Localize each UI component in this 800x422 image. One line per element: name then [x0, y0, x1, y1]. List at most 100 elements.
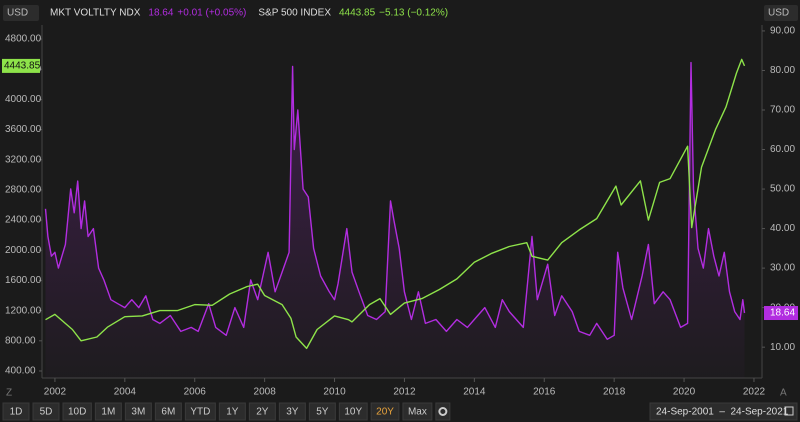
- range-button-bg: [124, 402, 152, 421]
- currency-left-select[interactable]: [3, 5, 39, 21]
- x-tick-label: 2010: [323, 387, 346, 398]
- x-tick-label: 2008: [254, 387, 277, 398]
- range-button-bg: [154, 402, 182, 421]
- series-line: [44, 61, 746, 340]
- range-button[interactable]: 3M: [124, 402, 152, 421]
- y2-tick-label: 50.00: [770, 184, 795, 195]
- date-range-label: 24-Sep-2001 – 24-Sep-2021: [656, 407, 789, 418]
- range-button-bg: [278, 402, 306, 421]
- currency-right: USD: [768, 8, 789, 19]
- range-button-label: 1Y: [226, 407, 239, 418]
- range-button-label: 20Y: [376, 407, 394, 418]
- x-tick-label: 2018: [603, 387, 626, 398]
- y2-tick-label: 60.00: [770, 144, 795, 155]
- last-value-label: 18.64: [770, 308, 795, 319]
- legend-change: +0.01 (+0.05%): [177, 8, 246, 19]
- range-button-bg: [338, 402, 368, 421]
- range-button[interactable]: 1D: [2, 402, 30, 421]
- range-button-bg: [94, 402, 122, 421]
- range-button-label: 3M: [131, 407, 145, 418]
- range-button[interactable]: 2Y: [248, 402, 276, 421]
- x-tick-label: 2020: [673, 387, 696, 398]
- y-tick-label: 800.00: [5, 335, 36, 346]
- last-value-box: [764, 306, 798, 321]
- y2-tick-label: 80.00: [770, 65, 795, 76]
- range-button[interactable]: 1Y: [218, 402, 246, 421]
- y-tick-label: 3200.00: [5, 154, 42, 165]
- range-button-bg: [402, 402, 433, 421]
- range-button-bg: [248, 402, 276, 421]
- range-button[interactable]: 20Y: [370, 402, 400, 421]
- y-tick-label: 1200.00: [5, 305, 42, 316]
- x-tick-label: 2022: [743, 387, 766, 398]
- y-tick-label: 2800.00: [5, 185, 42, 196]
- x-tick-label: 2016: [533, 387, 556, 398]
- y-tick-label: 2400.00: [5, 215, 42, 226]
- currency-left: USD: [7, 8, 28, 19]
- range-button[interactable]: YTD: [184, 402, 216, 421]
- range-button-label: Max: [408, 407, 427, 418]
- legend-name: MKT VOLTLTY NDX: [50, 8, 141, 19]
- range-button-label: 5D: [40, 407, 53, 418]
- legend-name: S&P 500 INDEX: [258, 8, 331, 19]
- range-button-label: 6M: [161, 407, 175, 418]
- date-range[interactable]: 24-Sep-2001 – 24-Sep-2021: [649, 402, 798, 421]
- x-tick-label: 2012: [393, 387, 416, 398]
- x-tick-label: 2004: [114, 387, 137, 398]
- range-button[interactable]: 10Y: [338, 402, 368, 421]
- range-button-label: 1D: [10, 407, 23, 418]
- y2-tick-label: 30.00: [770, 263, 795, 274]
- range-button-bg: [2, 402, 30, 421]
- y-tick-label: 2000.00: [5, 245, 42, 256]
- range-button-label: YTD: [190, 407, 210, 418]
- last-value-label: 4443.85: [4, 61, 41, 72]
- y-tick-label: 3600.00: [5, 124, 42, 135]
- y2-tick-label: 70.00: [770, 105, 795, 116]
- currency-right-select[interactable]: [764, 5, 798, 21]
- area-fill: [45, 62, 745, 378]
- range-button[interactable]: 1M: [94, 402, 122, 421]
- series-line: [45, 58, 746, 350]
- range-button-label: 10D: [68, 407, 86, 418]
- y2-tick-label: 10.00: [770, 342, 795, 353]
- legend-change: −5.13 (−0.12%): [379, 8, 448, 19]
- range-button-bg: [370, 402, 400, 421]
- x-tick-label: 2006: [184, 387, 207, 398]
- x-tick-label: 2002: [44, 387, 67, 398]
- range-button-label: 10Y: [344, 407, 362, 418]
- y2-tick-label: 90.00: [770, 26, 795, 37]
- range-button-label: 1M: [101, 407, 115, 418]
- range-button-bg: [32, 402, 60, 421]
- corner-left: Z: [6, 388, 12, 399]
- range-button[interactable]: 6M: [154, 402, 182, 421]
- legend-value: 4443.85: [339, 8, 376, 19]
- legend-value: 18.64: [148, 8, 173, 19]
- last-value-box: [2, 58, 40, 73]
- corner-right: A: [780, 388, 787, 399]
- y-tick-label: 4000.00: [5, 94, 42, 105]
- y-tick-label: 400.00: [5, 366, 36, 377]
- range-button-bg: [184, 402, 216, 421]
- y-tick-label: 4800.00: [5, 34, 42, 45]
- y2-tick-label: 40.00: [770, 223, 795, 234]
- date-range-bg: [649, 402, 798, 421]
- calendar-icon: [784, 406, 794, 416]
- range-button-label: 5Y: [316, 407, 329, 418]
- x-tick-label: 2014: [463, 387, 486, 398]
- range-button[interactable]: 5D: [32, 402, 60, 421]
- range-button[interactable]: Max: [402, 402, 433, 421]
- range-button-label: 3Y: [286, 407, 299, 418]
- range-button-bg: [62, 402, 92, 421]
- settings-icon: [438, 407, 448, 416]
- range-button-bg: [308, 402, 336, 421]
- range-button-bg: [218, 402, 246, 421]
- range-button-label: 2Y: [256, 407, 269, 418]
- y-tick-label: 1600.00: [5, 275, 42, 286]
- settings-button[interactable]: [435, 402, 451, 421]
- range-button[interactable]: 3Y: [278, 402, 306, 421]
- settings-bg: [435, 402, 451, 421]
- range-button[interactable]: 5Y: [308, 402, 336, 421]
- range-button[interactable]: 10D: [62, 402, 92, 421]
